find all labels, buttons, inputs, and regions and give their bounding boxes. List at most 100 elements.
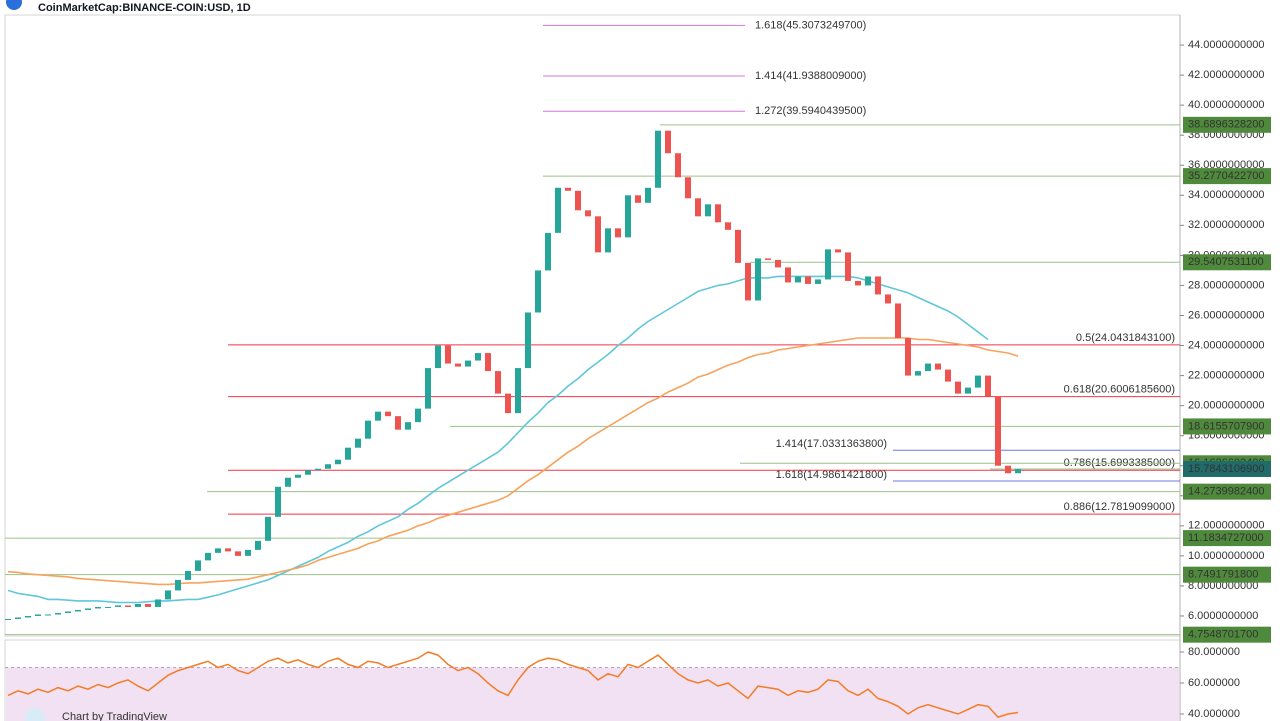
level-label-box — [1183, 254, 1271, 271]
level-label: 14.2739982400 — [1188, 486, 1264, 498]
candle — [805, 276, 811, 284]
y-tick-label: 20.0000000000 — [1188, 400, 1264, 412]
candle — [15, 617, 21, 619]
candle — [765, 258, 771, 260]
candle — [55, 612, 61, 615]
candle — [435, 345, 441, 369]
candle — [755, 258, 761, 301]
candle — [515, 368, 521, 414]
level-label: 18.6155707900 — [1188, 420, 1264, 432]
candle — [795, 276, 801, 283]
candle — [265, 516, 271, 541]
level-label-box — [1183, 483, 1271, 500]
candle — [685, 177, 691, 199]
candle — [445, 345, 451, 364]
candle — [565, 187, 571, 191]
candle — [145, 603, 151, 607]
candle — [405, 422, 411, 430]
candle — [575, 190, 581, 211]
candle — [855, 280, 861, 286]
candle — [315, 468, 321, 471]
candle — [165, 590, 171, 600]
candle — [945, 369, 951, 382]
candle — [215, 548, 221, 553]
candle — [1005, 465, 1011, 474]
candle — [505, 393, 511, 414]
level-label-box — [1183, 626, 1271, 643]
candle — [285, 477, 291, 487]
candle — [295, 474, 301, 478]
candle — [135, 603, 141, 607]
level-label: 35.2770422700 — [1188, 170, 1264, 182]
y-tick-label: 44.0000000000 — [1188, 39, 1264, 51]
level-label: 4.7548701700 — [1188, 629, 1258, 641]
candle — [25, 615, 31, 618]
level-label-box — [1183, 168, 1271, 185]
candle — [115, 605, 121, 607]
candle — [415, 408, 421, 423]
candle — [915, 371, 921, 376]
candle — [1015, 469, 1021, 474]
y-tick-label: 10.0000000000 — [1188, 550, 1264, 562]
candle — [695, 198, 701, 217]
candle — [475, 353, 481, 361]
candle — [185, 570, 191, 580]
y-tick-label: 40.000000 — [1188, 708, 1240, 720]
level-label: 8.7491791800 — [1188, 569, 1258, 581]
y-tick-label: 22.0000000000 — [1188, 369, 1264, 381]
candle — [335, 459, 341, 465]
candle — [355, 438, 361, 448]
candle — [245, 549, 251, 556]
fib-label: 1.414(41.9388009000) — [755, 70, 866, 82]
candle — [675, 153, 681, 178]
level-label: 15.7843106900 — [1188, 463, 1264, 475]
candle — [985, 375, 991, 397]
candle — [955, 381, 961, 394]
y-tick-label: 12.0000000000 — [1188, 520, 1264, 532]
candle — [425, 368, 431, 409]
candle — [615, 228, 621, 238]
candle — [535, 270, 541, 313]
candle — [595, 216, 601, 253]
candle — [785, 267, 791, 283]
fib-label: 1.618(45.3073249700) — [755, 19, 866, 31]
rsi-line — [7, 651, 1019, 718]
candle — [95, 606, 101, 609]
candle — [935, 363, 941, 370]
fib-label: 0.886(12.7819099000) — [1064, 501, 1175, 513]
candle — [635, 195, 641, 203]
candle — [175, 579, 181, 591]
fib-label: 1.414(17.0331363800) — [776, 438, 887, 450]
moving-average — [7, 275, 989, 604]
candle — [465, 360, 471, 367]
candle — [75, 609, 81, 612]
candle — [815, 279, 821, 284]
y-tick-label: 24.0000000000 — [1188, 339, 1264, 351]
candle — [455, 363, 461, 367]
candle — [235, 551, 241, 556]
candle — [845, 252, 851, 281]
candle — [495, 371, 501, 394]
candle — [325, 464, 331, 469]
candle — [875, 276, 881, 295]
candle — [555, 187, 561, 233]
candle — [525, 312, 531, 369]
level-label-box — [1183, 530, 1271, 547]
candle — [725, 222, 731, 230]
candle — [975, 375, 981, 388]
candle — [745, 262, 751, 301]
fib-label: 1.272(39.5940439500) — [755, 105, 866, 117]
y-tick-label: 8.0000000000 — [1188, 580, 1258, 592]
candle — [605, 228, 611, 253]
y-tick-label: 80.000000 — [1188, 646, 1240, 658]
candle — [155, 599, 161, 607]
candle — [895, 303, 901, 339]
candle — [45, 614, 51, 616]
candle — [255, 540, 261, 550]
candle — [655, 130, 661, 188]
candle — [735, 229, 741, 263]
tv-logo — [25, 708, 45, 721]
